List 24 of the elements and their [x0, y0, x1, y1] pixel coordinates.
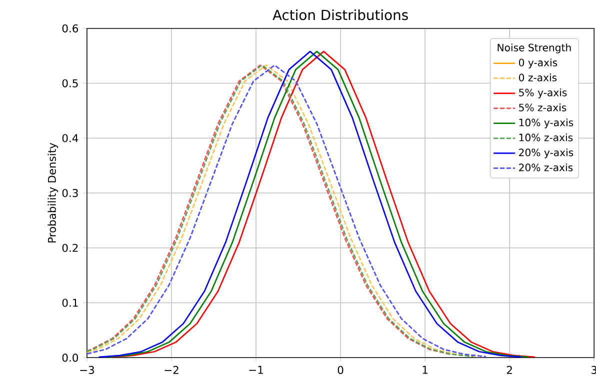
x-tick-label: 1	[422, 366, 428, 374]
y-tick-label: 0.0	[62, 354, 78, 362]
y-axis-title: Probability Density	[48, 142, 58, 242]
legend-label: 5% z-axis	[519, 103, 566, 112]
x-tick-label: −2	[164, 366, 178, 374]
chart-title: Action Distributions	[272, 9, 408, 20]
x-tick-label: −3	[80, 366, 94, 374]
x-tick-label: −1	[249, 366, 263, 374]
y-tick-label: 0.6	[62, 24, 78, 32]
legend-title: Noise Strength	[498, 43, 571, 54]
legend-label: 5% y-axis	[519, 88, 567, 98]
legend-label: 10% y-axis	[519, 118, 574, 128]
y-tick-label: 0.5	[62, 79, 78, 88]
y-tick-label: 0.2	[62, 244, 78, 252]
x-tick-label: 2	[506, 366, 512, 374]
legend-label: 0 z-axis	[518, 73, 557, 82]
x-tick-label: 0	[338, 366, 344, 374]
legend-label: 10% z-axis	[519, 133, 573, 142]
y-tick-label: 0.4	[62, 134, 78, 142]
y-tick-label: 0.1	[62, 298, 78, 307]
legend-label: 20% z-axis	[519, 163, 573, 172]
legend-label: 0 y-axis	[518, 58, 558, 68]
y-tick-label: 0.3	[62, 188, 78, 197]
legend-label: 20% y-axis	[519, 148, 574, 158]
